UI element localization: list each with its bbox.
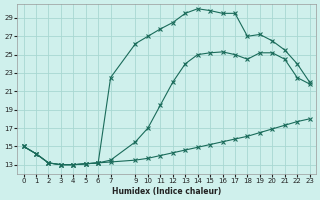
X-axis label: Humidex (Indice chaleur): Humidex (Indice chaleur)	[112, 187, 221, 196]
